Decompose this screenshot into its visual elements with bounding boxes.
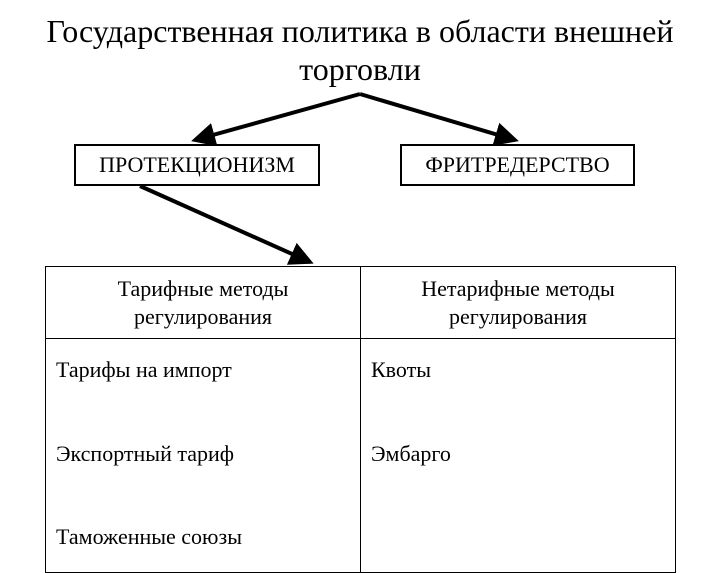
methods-table: Тарифные методы регулирования Нетарифные… [45,266,676,573]
table-row: Тарифы на импорт Экспортный тариф Таможе… [46,339,676,573]
table-header-row: Тарифные методы регулирования Нетарифные… [46,267,676,339]
cell-tariff-items: Тарифы на импорт Экспортный тариф Таможе… [46,339,361,573]
box-freetrade: ФРИТРЕДЕРСТВО [400,144,635,186]
arrows-from-title [0,90,720,150]
box-protectionism: ПРОТЕКЦИОНИЗМ [74,144,320,186]
cell-nontariff-items: Квоты Эмбарго [361,339,676,573]
header-tariff: Тарифные методы регулирования [46,267,361,339]
arrow-to-table [0,182,720,272]
page-title: Государственная политика в области внешн… [0,12,720,89]
header-nontariff: Нетарифные методы регулирования [361,267,676,339]
